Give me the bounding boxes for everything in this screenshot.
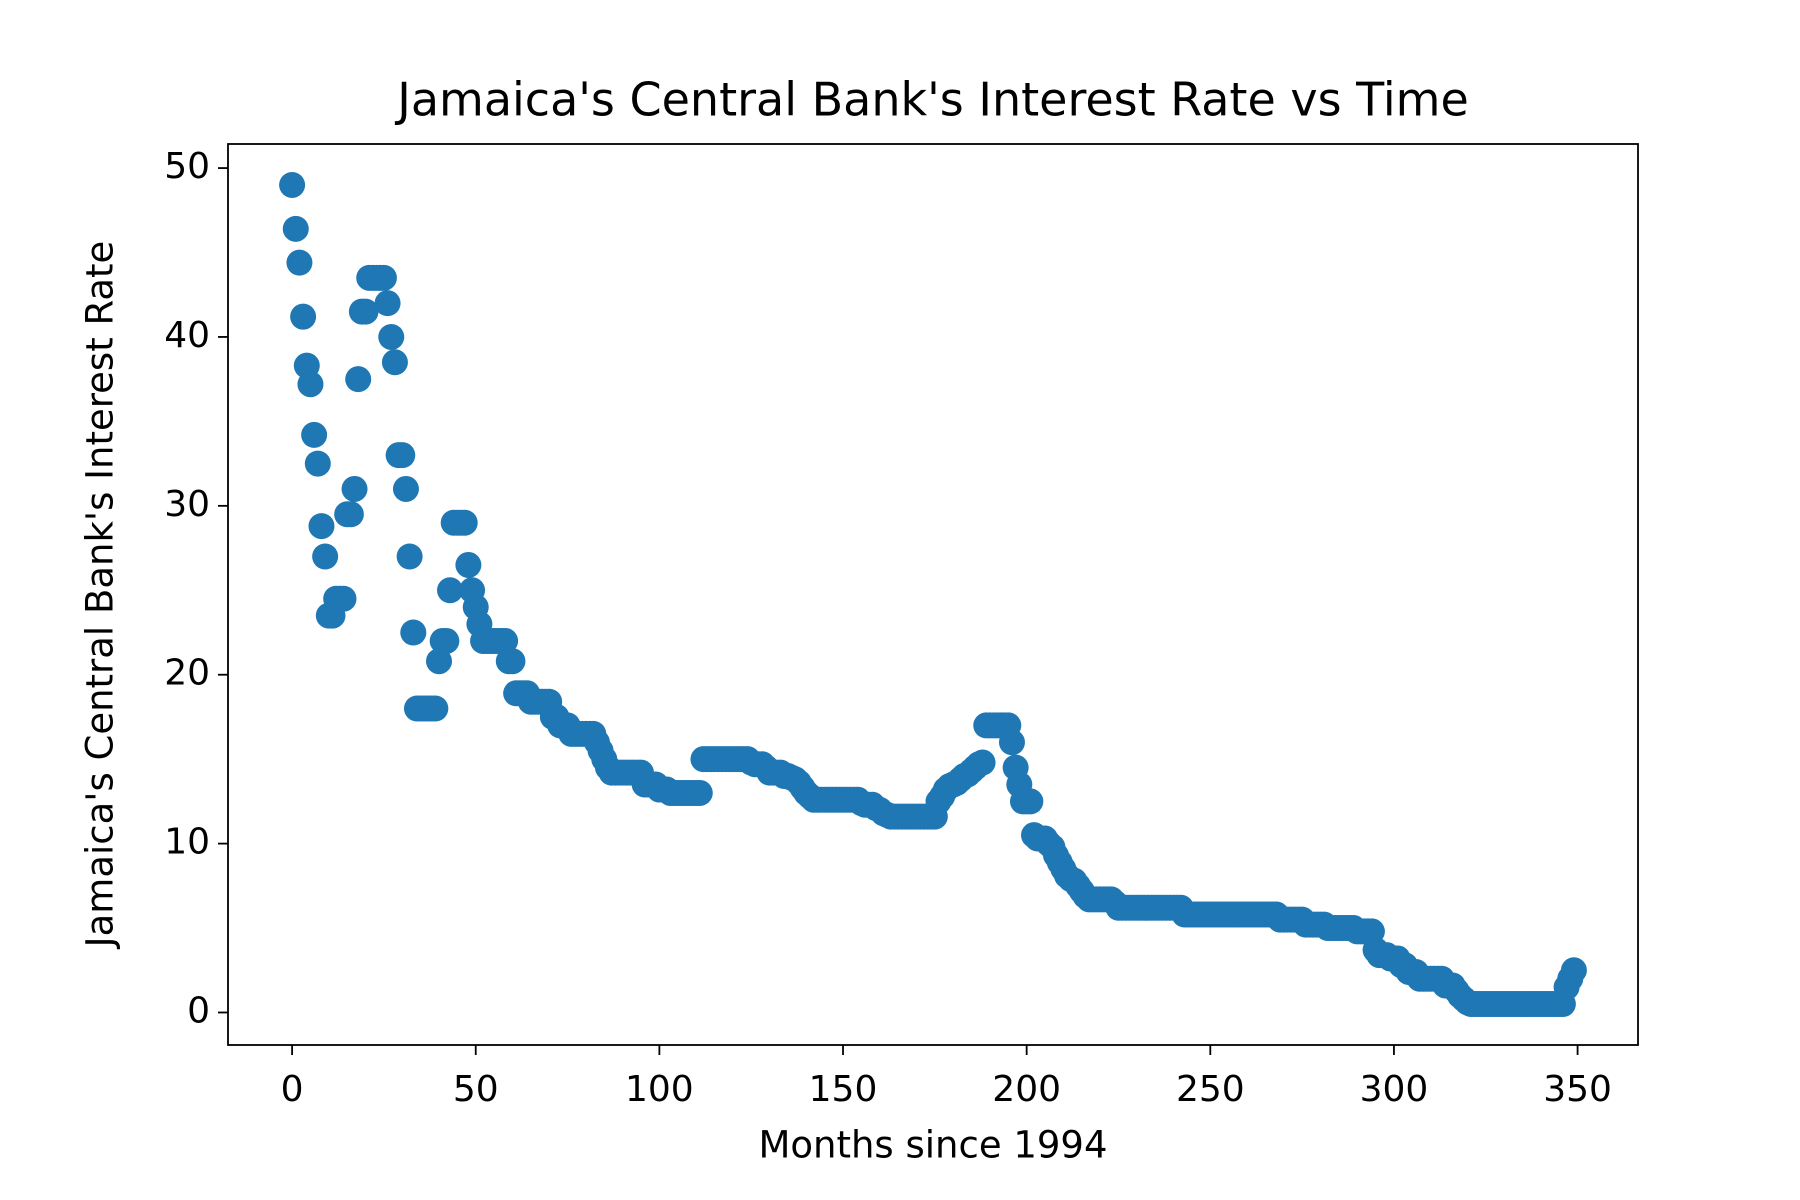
data-point (1017, 788, 1044, 815)
x-tick-label: 0 (281, 1069, 304, 1110)
chart-title: Jamaica's Central Bank's Interest Rate v… (394, 73, 1469, 127)
data-point (396, 543, 423, 570)
data-point (437, 577, 464, 604)
data-point (330, 585, 357, 612)
data-point (426, 648, 453, 675)
y-tick-label: 50 (164, 146, 210, 187)
x-tick-label: 350 (1543, 1069, 1612, 1110)
data-point (312, 543, 339, 570)
data-point (301, 421, 328, 448)
data-point (282, 215, 309, 242)
data-point (969, 749, 996, 776)
data-point (341, 475, 368, 502)
data-point (304, 450, 331, 477)
data-point (352, 298, 379, 325)
data-point (279, 171, 306, 198)
data-point (392, 475, 419, 502)
x-tick-label: 250 (1176, 1069, 1245, 1110)
y-axis-label: Jamaica's Central Bank's Interest Rate (79, 241, 122, 950)
data-point (686, 779, 713, 806)
x-tick-label: 150 (809, 1069, 878, 1110)
data-point (308, 513, 335, 540)
data-point (433, 627, 460, 654)
data-point (370, 264, 397, 291)
y-tick-label: 10 (164, 822, 210, 863)
data-point (389, 442, 416, 469)
y-tick-label: 0 (187, 990, 210, 1031)
x-axis-label: Months since 1994 (758, 1124, 1107, 1167)
data-point (499, 648, 526, 675)
y-tick-label: 40 (164, 315, 210, 356)
data-point (378, 323, 405, 350)
data-point (290, 303, 317, 330)
data-point (422, 695, 449, 722)
data-point (381, 349, 408, 376)
data-point (400, 619, 427, 646)
y-tick-label: 20 (164, 653, 210, 694)
data-point (455, 551, 482, 578)
data-point (492, 627, 519, 654)
data-point (337, 501, 364, 528)
y-tick-label: 30 (164, 484, 210, 525)
x-tick-label: 300 (1360, 1069, 1429, 1110)
data-point (998, 729, 1025, 756)
data-point (297, 371, 324, 398)
data-point (374, 290, 401, 317)
data-point (286, 249, 313, 276)
x-tick-label: 100 (625, 1069, 694, 1110)
data-point (451, 509, 478, 536)
x-tick-label: 50 (453, 1069, 499, 1110)
x-tick-label: 200 (992, 1069, 1061, 1110)
plot-frame (227, 143, 1639, 1046)
data-point (1560, 957, 1587, 984)
data-point (345, 366, 372, 393)
